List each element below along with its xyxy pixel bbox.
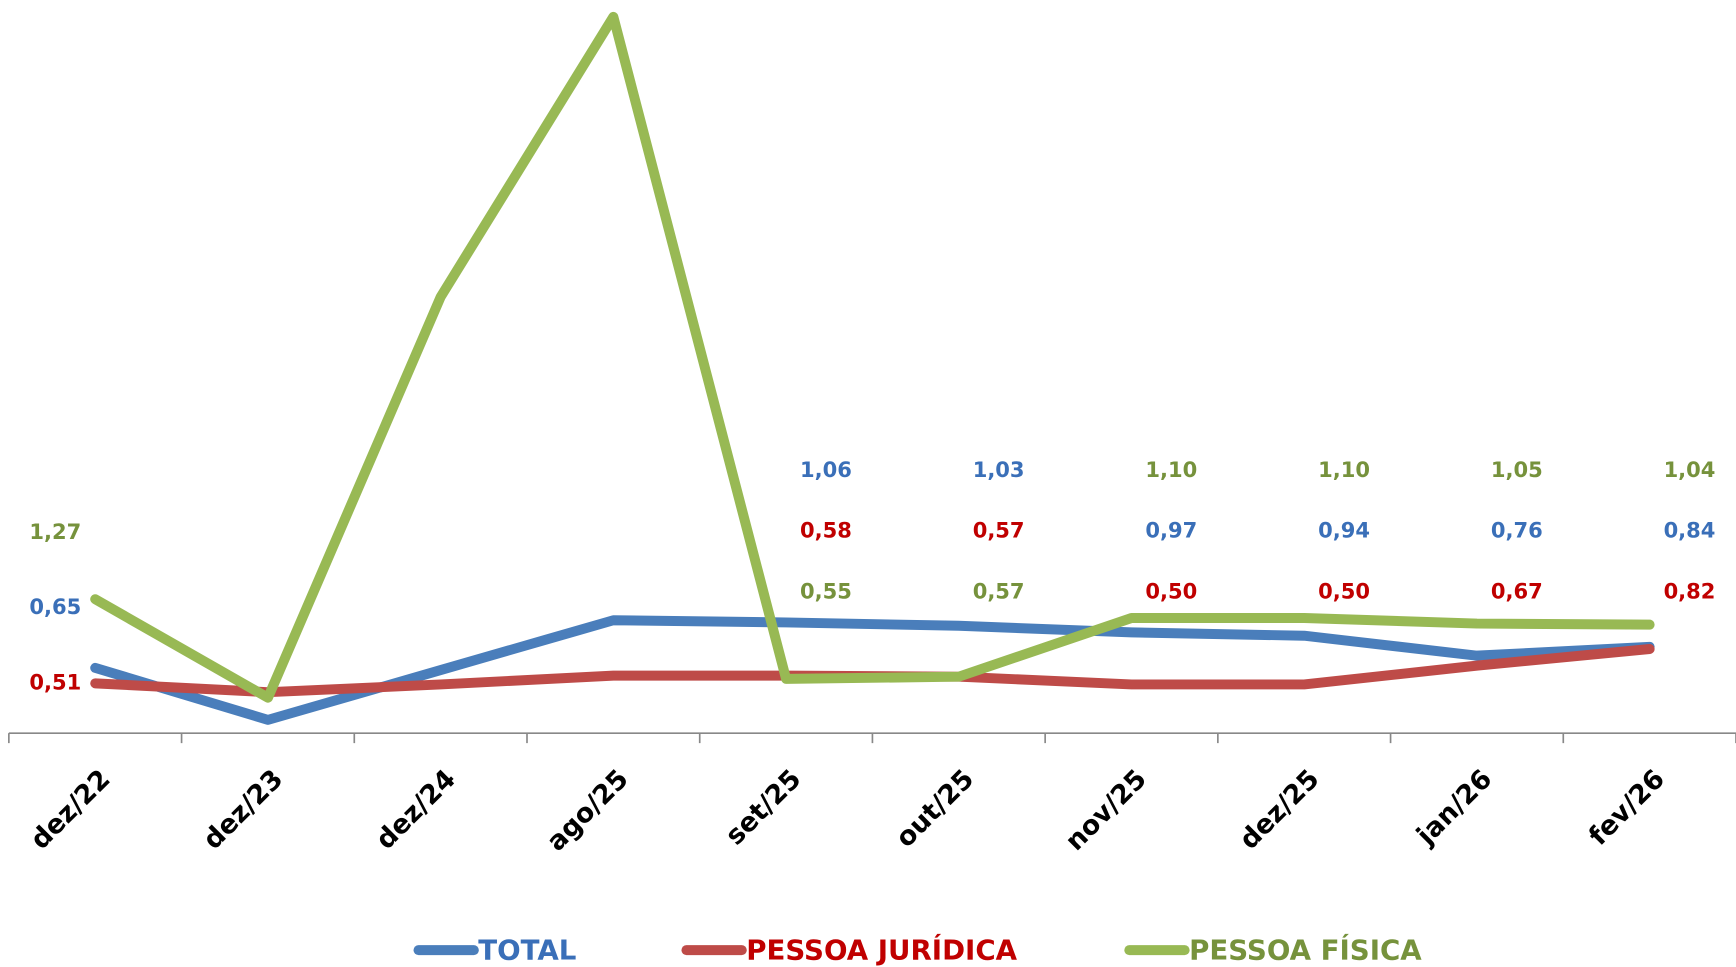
x-tick-label: fev/26 — [1583, 764, 1671, 852]
x-tick-label: dez/25 — [1234, 764, 1326, 856]
data-label: 1,10 — [1145, 457, 1197, 482]
legend-label: PESSOA JURÍDICA — [746, 932, 1017, 966]
data-label: 0,76 — [1491, 518, 1543, 543]
data-label: 1,06 — [800, 457, 852, 482]
data-label: 0,94 — [1318, 518, 1370, 543]
series-line — [90, 11, 1655, 703]
legend-label: PESSOA FÍSICA — [1189, 932, 1422, 966]
x-tick-label: dez/24 — [370, 764, 462, 856]
series-line — [90, 644, 1655, 698]
data-label: 0,58 — [800, 518, 852, 543]
data-label: 1,10 — [1318, 457, 1370, 482]
data-label: 1,03 — [973, 457, 1025, 482]
data-label: 0,67 — [1491, 579, 1543, 604]
data-label: 0,55 — [800, 579, 852, 604]
x-tick-label: ago/25 — [541, 764, 635, 858]
x-tick-label: jan/26 — [1410, 764, 1498, 852]
x-tick-label: out/25 — [890, 764, 980, 854]
x-tick-label: nov/25 — [1059, 764, 1152, 857]
data-label: 1,27 — [29, 519, 81, 544]
data-label: 0,65 — [29, 594, 81, 619]
data-label: 0,50 — [1318, 579, 1370, 604]
x-tick-label: dez/22 — [25, 764, 117, 856]
data-label: 1,04 — [1664, 457, 1716, 482]
series-line — [90, 615, 1655, 725]
x-tick-label: set/25 — [720, 764, 808, 852]
data-label: 0,82 — [1664, 579, 1716, 604]
data-label: 0,51 — [29, 669, 81, 694]
data-label: 1,05 — [1491, 457, 1543, 482]
x-tick-label: dez/23 — [197, 764, 289, 856]
data-label: 0,57 — [973, 579, 1025, 604]
data-label: 0,97 — [1145, 518, 1197, 543]
legend-label: TOTAL — [478, 933, 576, 966]
data-label: 0,84 — [1664, 518, 1716, 543]
data-label: 0,50 — [1145, 579, 1197, 604]
data-label: 0,57 — [973, 518, 1025, 543]
